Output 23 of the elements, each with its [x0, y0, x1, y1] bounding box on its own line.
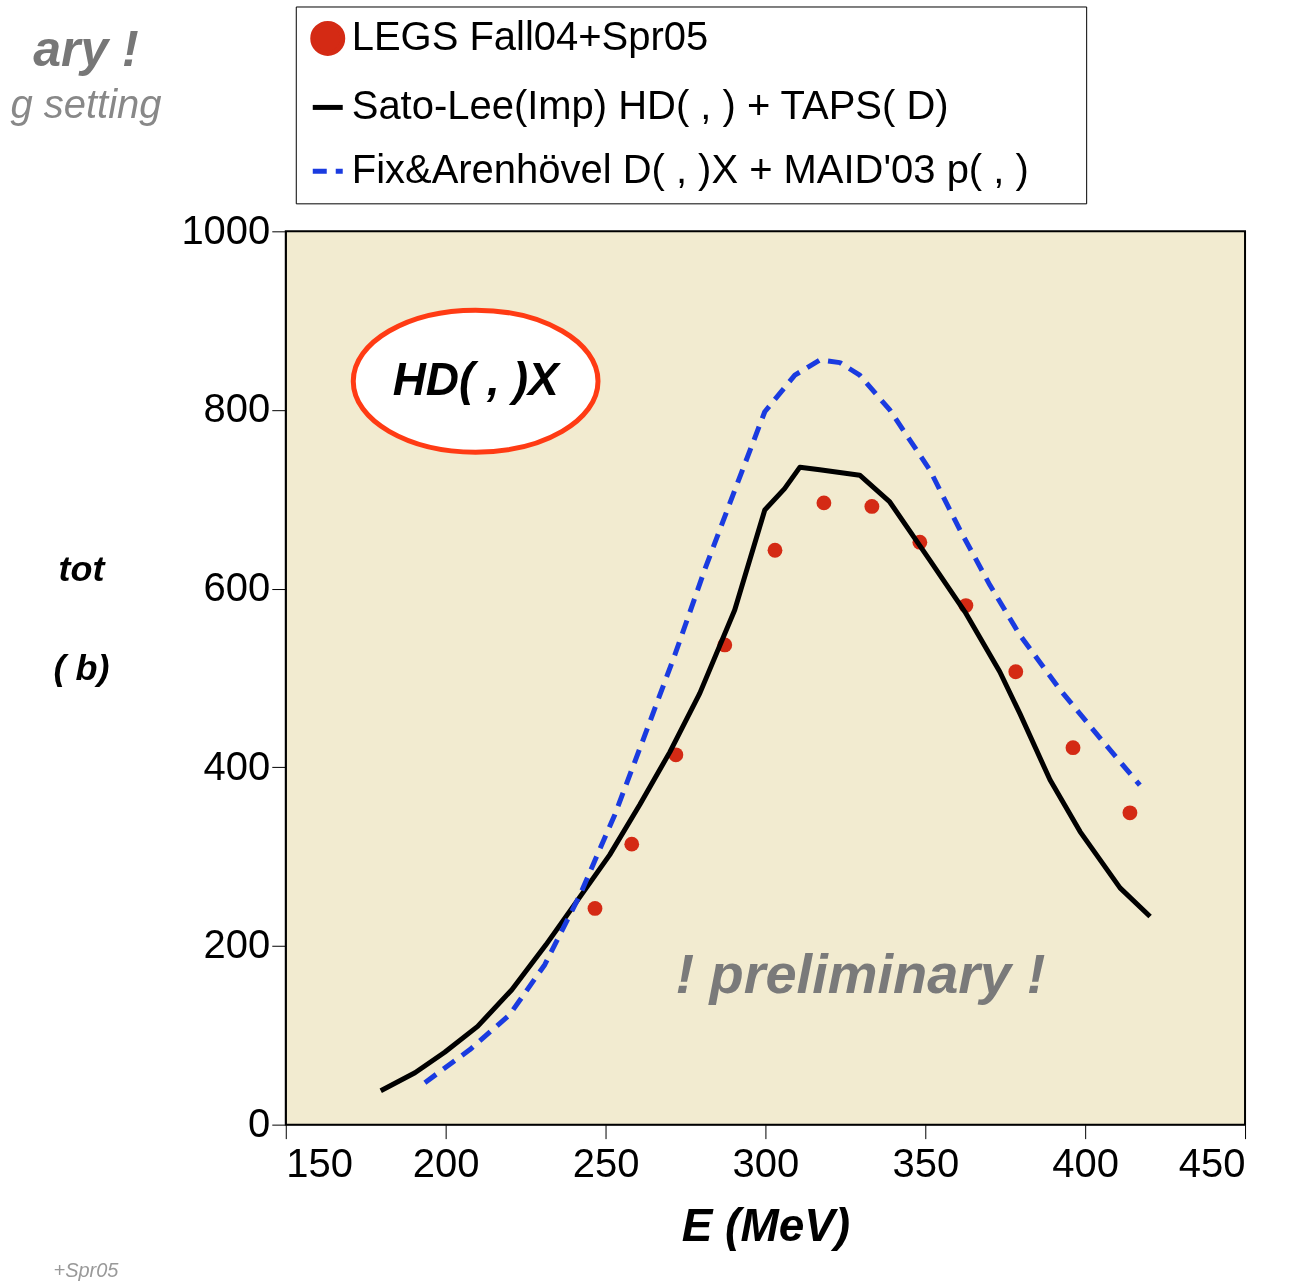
annotation: HD( , )X	[392, 353, 561, 406]
x-tick-label: 350	[892, 1141, 960, 1186]
text: ary !	[33, 21, 139, 78]
x-tick-label: 300	[732, 1141, 800, 1186]
x-axis-title: E (MeV)	[681, 1199, 851, 1252]
y-tick-label: 600	[203, 565, 271, 610]
y-tick-label: 400	[203, 743, 271, 788]
annotation: ! preliminary !	[675, 941, 1046, 1005]
text: tot ( b)	[53, 547, 110, 689]
y-tick-label: 800	[203, 386, 271, 431]
x-tick-label: 450	[1178, 1141, 1246, 1186]
x-tick-label: 200	[412, 1141, 480, 1186]
legend-label: Sato-Lee(Imp) HD( , ) + TAPS( D)	[351, 83, 949, 128]
y-tick-label: 200	[203, 922, 271, 967]
x-tick-label: 250	[572, 1141, 640, 1186]
legend-label: Fix&Arenhövel D( , )X + MAID'03 p( , )	[351, 147, 1029, 192]
x-tick-label: 400	[1052, 1141, 1119, 1186]
y-tick-label: 0	[248, 1101, 271, 1146]
legend-label: LEGS Fall04+Spr05	[351, 14, 709, 59]
text: +Spr05	[53, 1258, 120, 1281]
x-tick-label: 150	[286, 1141, 353, 1186]
y-tick-label: 1000	[181, 207, 271, 252]
text: g setting	[10, 82, 162, 127]
